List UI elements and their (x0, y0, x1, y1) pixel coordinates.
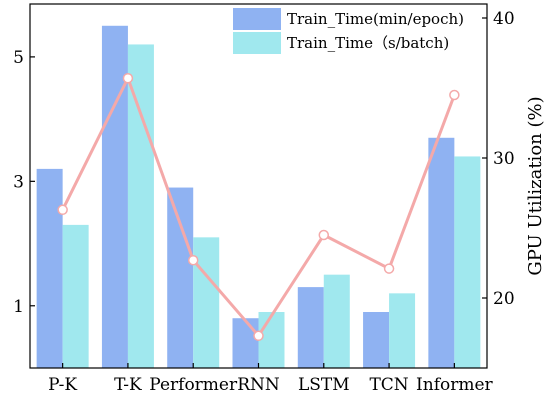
x-tick-label-informer: Informer (416, 375, 493, 395)
legend-label-min-epoch: Train_Time(min/epoch) (287, 10, 464, 28)
right-tick-label-30: 30 (493, 149, 515, 169)
bars-layer (36, 25, 481, 369)
bar-s-batch-tcn (389, 293, 416, 368)
x-tick-label-p-k: P-K (48, 375, 77, 395)
bar-min-epoch-t-k (101, 25, 128, 369)
x-tick-label-lstm: LSTM (298, 375, 350, 395)
gpu-point-p-k (57, 204, 68, 216)
left-tick-label-5: 5 (13, 48, 24, 68)
gpu-point-informer (449, 89, 460, 101)
gpu-point-rnn (253, 330, 264, 342)
bar-s-batch-lstm (323, 274, 350, 368)
right-tick-label-40: 40 (493, 9, 515, 29)
legend: Train_Time(min/epoch) Train_Time（s/batch) (233, 8, 464, 54)
legend-label-s-batch: Train_Time（s/batch) (287, 34, 449, 52)
legend-swatch-s-batch (233, 32, 281, 54)
bar-min-epoch-tcn (363, 312, 390, 368)
axes-layer: 1 3 5 20 30 40 P-K T-K Performer RNN LSTM TCN Inform… (13, 3, 546, 395)
bar-s-batch-rnn (258, 312, 285, 368)
bar-s-batch-informer (454, 156, 481, 368)
line-layer (57, 72, 460, 342)
bar-min-epoch-rnn (232, 318, 259, 368)
gpu-point-t-k (122, 72, 134, 84)
bar-min-epoch-informer (428, 137, 455, 368)
right-tick-label-20: 20 (493, 289, 515, 309)
bar-min-epoch-lstm (297, 287, 324, 368)
legend-swatch-min-epoch (233, 8, 281, 30)
gpu-point-lstm (318, 229, 330, 241)
left-tick-label-3: 3 (13, 172, 24, 192)
x-tick-label-t-k: T-K (114, 375, 142, 395)
bar-s-batch-p-k (62, 224, 89, 368)
left-tick-label-1: 1 (13, 297, 24, 317)
x-tick-label-performer: Performer (149, 375, 238, 395)
right-axis-title: GPU Utilization (%) (525, 96, 546, 275)
gpu-point-performer (187, 254, 199, 266)
bar-min-epoch-performer (167, 187, 194, 368)
gpu-point-tcn (383, 263, 395, 274)
x-tick-label-tcn: TCN (369, 375, 408, 395)
bar-min-epoch-p-k (36, 168, 63, 368)
x-tick-label-rnn: RNN (237, 375, 280, 395)
bar-s-batch-t-k (127, 44, 154, 368)
